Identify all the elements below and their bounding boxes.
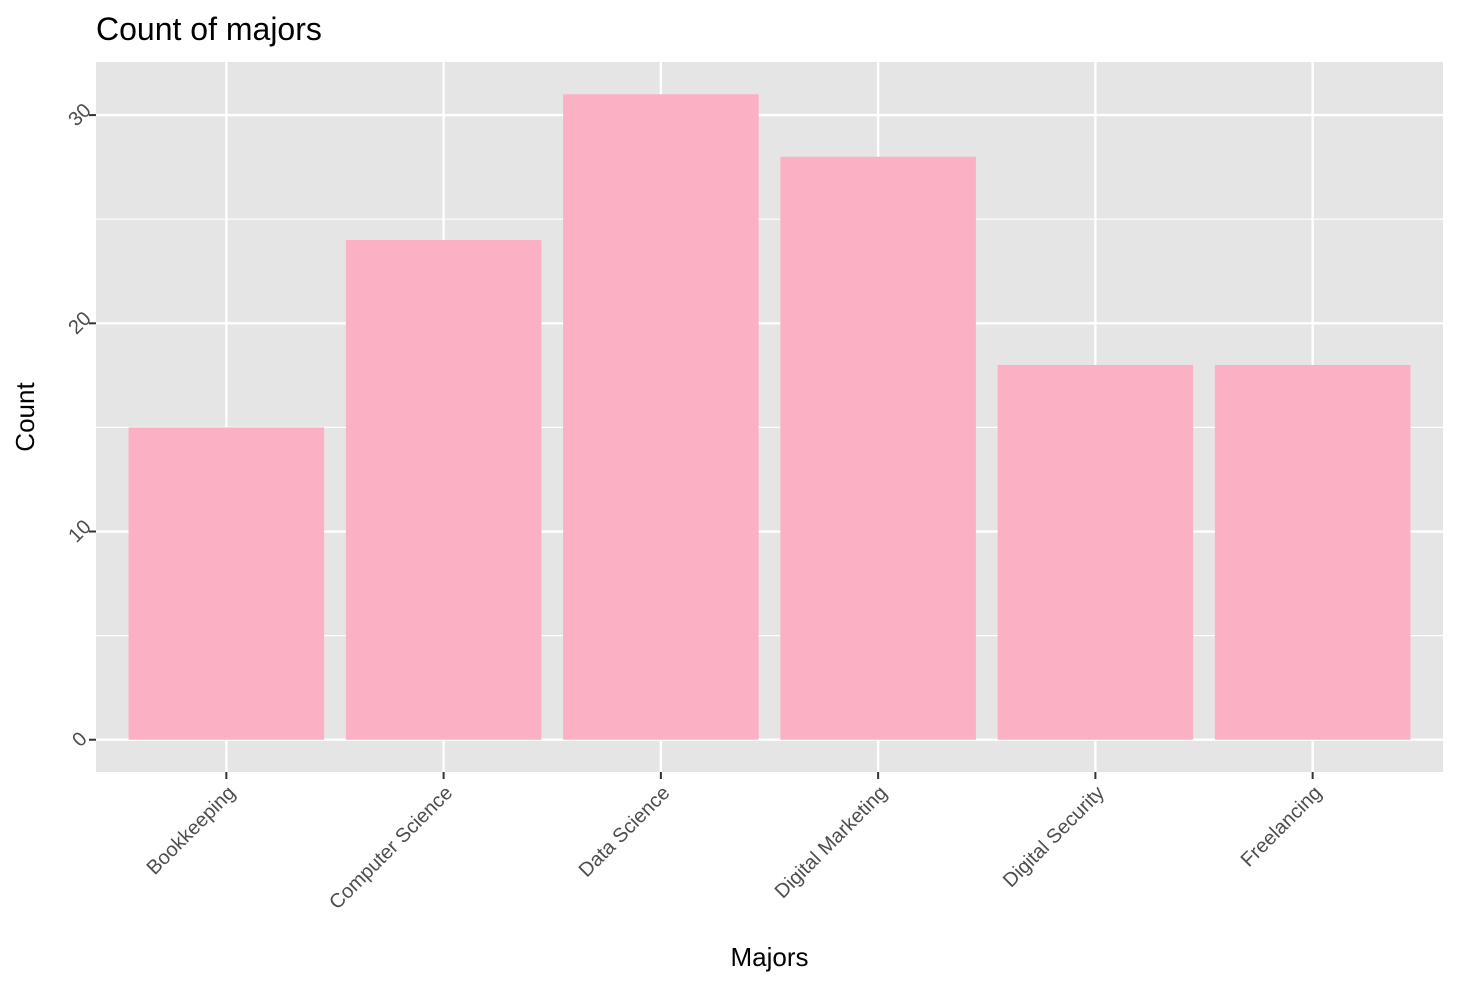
bar — [345, 240, 542, 740]
x-tick-label: Digital Security — [999, 782, 1109, 892]
x-axis-title: Majors — [730, 942, 808, 972]
y-tick-label: 30 — [64, 99, 95, 130]
bar — [128, 427, 325, 740]
y-axis-title: Count — [10, 382, 40, 452]
chart-title: Count of majors — [96, 11, 322, 47]
y-axis: 0 10 20 30 — [64, 99, 96, 751]
x-tick-label: Bookkeeping — [143, 782, 240, 879]
bar — [563, 94, 759, 740]
y-tick-label: 0 — [68, 728, 91, 751]
bar — [997, 364, 1194, 740]
x-tick-label: Digital Marketing — [771, 782, 892, 903]
y-tick-label: 10 — [64, 516, 95, 547]
x-tick-label: Computer Science — [325, 782, 457, 914]
y-tick-label: 20 — [64, 308, 95, 339]
x-tick-label: Data Science — [575, 782, 675, 882]
x-axis: Bookkeeping Computer Science Data Science D… — [143, 772, 1326, 914]
bars — [128, 94, 1411, 740]
bar — [780, 156, 976, 740]
x-tick-label: Freelancing — [1237, 782, 1326, 871]
bar — [1214, 364, 1411, 740]
